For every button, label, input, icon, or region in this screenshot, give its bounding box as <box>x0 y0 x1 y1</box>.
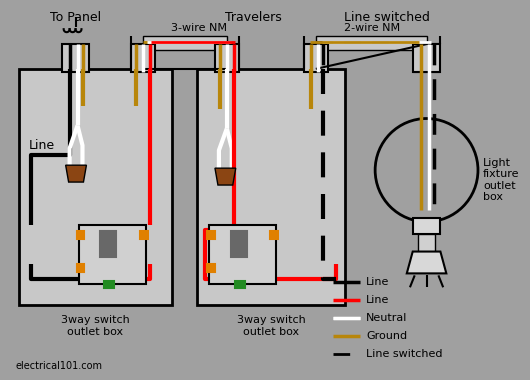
Text: Travelers: Travelers <box>225 11 282 24</box>
Text: Line: Line <box>366 277 390 287</box>
Text: Ground: Ground <box>366 331 408 341</box>
Bar <box>413 218 440 234</box>
Text: 3-wire NM: 3-wire NM <box>171 23 227 33</box>
Bar <box>78 225 146 284</box>
Bar <box>76 231 84 239</box>
Bar <box>197 69 346 305</box>
Bar <box>19 69 172 305</box>
Text: 3way switch
outlet box: 3way switch outlet box <box>237 315 306 337</box>
Bar <box>207 231 215 239</box>
Bar <box>209 225 276 284</box>
Bar <box>418 234 436 252</box>
Polygon shape <box>215 168 236 185</box>
Bar <box>304 44 328 72</box>
Bar <box>413 44 440 72</box>
Polygon shape <box>66 165 86 182</box>
Bar <box>414 44 439 72</box>
Bar <box>76 264 84 272</box>
Bar <box>131 44 155 72</box>
Bar <box>104 281 114 288</box>
Text: To Panel: To Panel <box>50 11 101 24</box>
Bar <box>270 231 278 239</box>
Text: electrical101.com: electrical101.com <box>15 361 102 370</box>
Bar <box>215 44 238 72</box>
Text: Line switched: Line switched <box>344 11 430 24</box>
Text: Line: Line <box>366 295 390 305</box>
Bar <box>100 231 116 256</box>
Bar <box>61 44 90 72</box>
Bar <box>235 281 245 288</box>
Text: 2-wire NM: 2-wire NM <box>344 23 400 33</box>
Bar <box>143 36 227 50</box>
Text: Line switched: Line switched <box>366 349 443 359</box>
Polygon shape <box>407 252 446 273</box>
Text: 3way switch
outlet box: 3way switch outlet box <box>61 315 130 337</box>
Bar <box>231 231 246 256</box>
Bar <box>140 231 148 239</box>
Bar <box>316 36 427 50</box>
Text: Light
fixture
outlet
box: Light fixture outlet box <box>483 158 519 203</box>
Bar <box>207 264 215 272</box>
Text: Neutral: Neutral <box>366 313 408 323</box>
Text: Line: Line <box>29 139 55 152</box>
